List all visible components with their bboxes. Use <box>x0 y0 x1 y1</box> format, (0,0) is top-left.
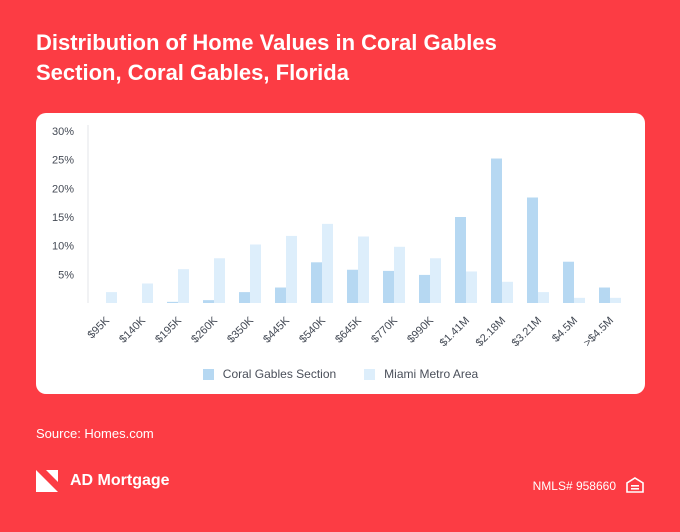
bar-coral-gables <box>455 217 466 303</box>
x-tick-label: $95K <box>85 314 112 341</box>
nmls-number: NMLS# 958660 <box>532 479 616 493</box>
source-note: Source: Homes.com <box>36 426 154 441</box>
x-tick-label: $645K <box>333 314 364 345</box>
y-tick-label: 5% <box>58 269 74 281</box>
bar-chart: 30% 25% 20% 15% 10% 5% $95K $140K $195K $260K $350… <box>52 125 621 350</box>
bar-miami-metro <box>358 236 369 303</box>
x-tick-label: $990K <box>405 314 436 345</box>
x-tick-label: $195K <box>153 314 184 345</box>
bar-coral-gables <box>275 287 286 303</box>
bar-coral-gables <box>167 301 178 303</box>
ad-mortgage-logo-icon <box>36 470 58 492</box>
brand-name: AD Mortgage <box>70 472 170 489</box>
title-line-1: Distribution of Home Values in Coral Gab… <box>36 30 497 55</box>
x-tick-label: $350K <box>225 314 256 345</box>
x-tick-label: $260K <box>189 314 220 345</box>
bar-coral-gables <box>491 158 502 303</box>
bar-miami-metro <box>106 292 117 303</box>
bar-miami-metro <box>142 283 153 303</box>
bar-miami-metro <box>322 223 333 303</box>
x-tick-label: >$4.5M <box>581 315 616 350</box>
legend-item-coral-gables: Coral Gables Section <box>202 367 337 381</box>
chart-legend: Coral Gables Section Miami Metro Area <box>36 367 645 381</box>
bar-coral-gables <box>347 269 358 303</box>
bar-miami-metro <box>538 292 549 303</box>
y-tick-label: 20% <box>52 183 74 195</box>
legend-swatch-coral-gables <box>202 368 214 380</box>
x-tick-label: $2.18M <box>474 315 508 349</box>
legend-swatch-miami-metro <box>364 368 376 380</box>
equal-housing-opportunity-icon <box>626 477 644 493</box>
legend-label-coral-gables: Coral Gables Section <box>222 367 337 381</box>
x-tick-label: $540K <box>297 314 328 345</box>
bar-miami-metro <box>574 297 585 303</box>
x-tick-label: $1.41M <box>438 315 472 349</box>
bar-miami-metro <box>394 246 405 303</box>
x-tick-label: $445K <box>261 314 292 345</box>
bar-miami-metro <box>610 297 621 303</box>
bar-miami-metro <box>502 281 513 303</box>
bar-coral-gables <box>239 292 250 303</box>
x-tick-label: $770K <box>369 314 400 345</box>
x-tick-label: $4.5M <box>550 315 580 345</box>
bar-coral-gables <box>599 287 610 303</box>
bar-coral-gables <box>419 274 430 303</box>
y-tick-label: 15% <box>52 212 74 224</box>
y-tick-label: 10% <box>52 241 74 253</box>
x-tick-label: $140K <box>117 314 148 345</box>
bar-miami-metro <box>178 269 189 303</box>
x-tick-label: $3.21M <box>510 315 544 349</box>
bar-coral-gables <box>311 262 322 303</box>
legend-item-miami-metro: Miami Metro Area <box>364 367 478 381</box>
brand: AD Mortgage <box>36 470 170 492</box>
y-tick-label: 25% <box>52 155 74 167</box>
bar-miami-metro <box>214 258 225 303</box>
title-line-2: Section, Coral Gables, Florida <box>36 60 349 85</box>
bar-coral-gables <box>563 261 574 303</box>
bar-miami-metro <box>286 235 297 303</box>
y-tick-label: 30% <box>52 126 74 138</box>
chart-title: Distribution of Home Values in Coral Gab… <box>36 28 646 88</box>
bar-miami-metro <box>250 244 261 303</box>
bar-miami-metro <box>466 271 477 303</box>
legend-label-miami-metro: Miami Metro Area <box>384 367 479 381</box>
bar-coral-gables <box>383 270 394 303</box>
bar-coral-gables <box>203 300 214 303</box>
bar-coral-gables <box>527 197 538 303</box>
bar-miami-metro <box>430 258 441 303</box>
chart-card: 30% 25% 20% 15% 10% 5% $95K $140K $195K $260K $350… <box>36 113 645 394</box>
